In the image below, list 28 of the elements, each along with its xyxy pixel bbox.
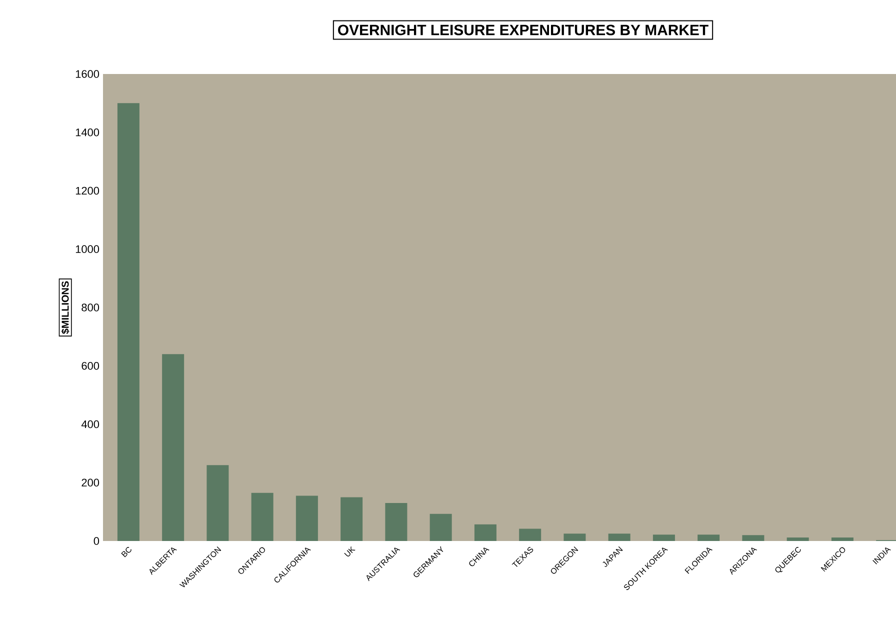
bar (564, 534, 586, 541)
bar (162, 354, 184, 541)
bar (519, 528, 542, 541)
bar (340, 497, 363, 541)
y-axis-title: $MILLIONS (61, 281, 70, 334)
y-tick-label: 1000 (76, 245, 100, 253)
chart-title: OVERNIGHT LEISURE EXPENDITURES BY MARKET (338, 24, 708, 36)
bar (206, 465, 229, 541)
bar (652, 534, 675, 541)
y-tick-label: 800 (82, 304, 100, 312)
y-tick-label: 400 (81, 420, 100, 428)
bar (251, 492, 274, 541)
bar (296, 496, 318, 541)
y-tick-label: 600 (82, 362, 100, 370)
bar (430, 514, 452, 541)
y-tick-label: 1200 (76, 186, 100, 195)
y-tick-label: 1400 (76, 128, 100, 136)
bar (608, 534, 630, 541)
bar (117, 103, 140, 541)
y-tick-label: 1600 (76, 70, 100, 78)
bar (742, 535, 764, 541)
bar (385, 503, 408, 541)
bar (786, 537, 809, 541)
bar (474, 524, 496, 541)
y-tick-label: 0 (94, 537, 100, 545)
y-tick-label: 200 (82, 478, 100, 486)
bar (698, 534, 720, 541)
bar (831, 537, 854, 541)
